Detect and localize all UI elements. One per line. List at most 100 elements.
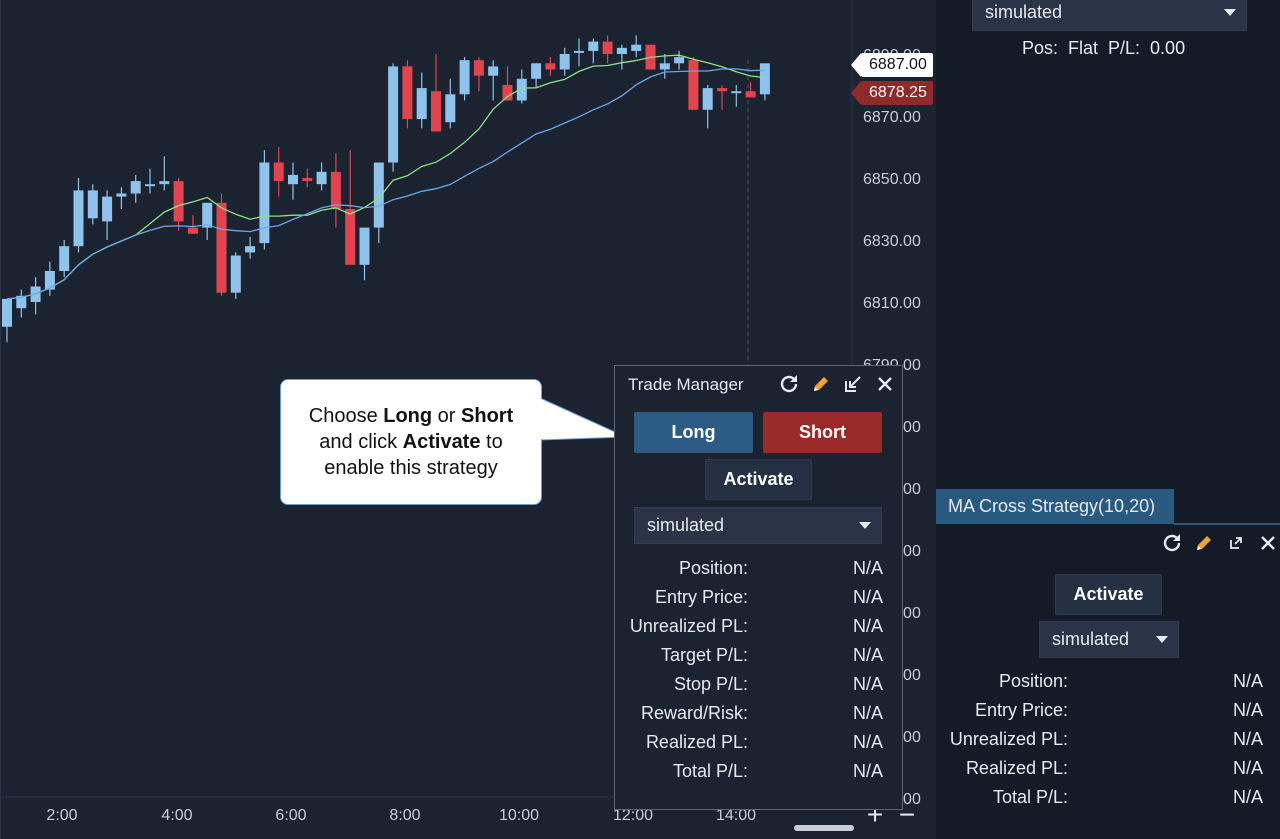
candle-body [102, 196, 113, 222]
strategy-account-select[interactable]: simulated [1039, 621, 1179, 658]
long-button[interactable]: Long [634, 412, 753, 453]
candle-body [59, 246, 70, 271]
time-axis-label: 10:00 [499, 807, 539, 824]
candle-body [373, 162, 384, 228]
tm-stat-label: Target P/L: [660, 645, 748, 665]
candle-body [288, 174, 298, 185]
candle-body [130, 181, 141, 194]
account-select[interactable]: simulated [634, 507, 882, 544]
candle-body [216, 202, 227, 293]
strategy-stat-label: Entry Price: [974, 700, 1068, 720]
candle-body [702, 88, 713, 110]
bid-price-tag: 6878.25 [851, 81, 933, 105]
candle-body [631, 44, 642, 51]
candle-body [73, 190, 84, 247]
candle-body [388, 66, 399, 163]
candle-body [502, 85, 513, 101]
candle-body [230, 255, 241, 293]
strategy-stat-value: N/A [1233, 787, 1264, 807]
refresh-icon[interactable] [777, 372, 801, 396]
candle-body [717, 88, 727, 92]
close-icon[interactable] [873, 372, 897, 396]
price-axis-label: 6830.00 [863, 233, 921, 250]
candle-body [545, 63, 556, 70]
callout-line-3: enable this strategy [324, 457, 498, 479]
candle-body [759, 63, 770, 95]
slow-ma-line [6, 68, 765, 300]
candle-body [559, 54, 570, 70]
candle-body [459, 60, 470, 95]
candle-body [731, 91, 742, 94]
candle-body [145, 184, 155, 187]
strategy-refresh-icon[interactable] [1160, 531, 1184, 555]
tm-stat-value: N/A [853, 645, 884, 665]
candle-body [245, 246, 256, 253]
time-axis-label: 6:00 [275, 807, 306, 824]
tm-stat-label: Unrealized PL: [629, 616, 748, 636]
strategy-stat-value: N/A [1233, 729, 1264, 749]
strategy-close-icon[interactable] [1256, 531, 1280, 555]
candle-body [416, 88, 427, 120]
last-price-tag: 6887.00 [851, 53, 933, 77]
position-summary: Pos: Flat P/L: 0.00 [1022, 38, 1186, 58]
candle-body [531, 63, 542, 79]
candle-body [574, 50, 584, 53]
activate-button[interactable]: Activate [705, 459, 812, 500]
pencil-icon[interactable] [809, 372, 833, 396]
candle-body [316, 171, 327, 185]
candle-body [588, 41, 599, 51]
strategy-activate-button[interactable]: Activate [1055, 574, 1162, 615]
right-sidebar: simulated Pos: Flat P/L: 0.00 MA Cross S… [936, 0, 1280, 839]
instruction-callout: Choose Long or Short and click Activate … [280, 379, 542, 505]
callout-line-1: Choose Long or Short [308, 405, 514, 427]
candle-body [445, 94, 456, 123]
short-button[interactable]: Short [763, 412, 882, 453]
tab-ma-cross-strategy[interactable]: MA Cross Strategy(10,20) [936, 489, 1174, 524]
candle-body [16, 295, 27, 309]
tm-stat-value: N/A [853, 587, 884, 607]
strategy-popout-icon[interactable] [1224, 531, 1248, 555]
strategy-stat-value: N/A [1233, 700, 1264, 720]
trade-manager-title: Trade Manager [628, 375, 744, 394]
candle-body [273, 162, 284, 182]
time-axis-label: 2:00 [46, 807, 77, 824]
candle-body [345, 209, 356, 265]
candle-body [516, 78, 527, 101]
horizontal-scrollbar[interactable] [794, 825, 854, 831]
candle-body [173, 181, 184, 222]
top-account-select-value: simulated [985, 2, 1063, 22]
strategy-stat-value: N/A [1233, 671, 1264, 691]
account-select-value: simulated [647, 515, 725, 535]
price-axis-label: 6870.00 [863, 109, 921, 126]
popout-icon[interactable] [841, 372, 865, 396]
strategy-stat-label: Position: [998, 671, 1068, 691]
time-axis-label: 12:00 [613, 807, 653, 824]
callout-line-2: and click Activate to [319, 431, 503, 453]
top-account-select[interactable]: simulated [972, 0, 1247, 31]
tm-stat-label: Total P/L: [672, 761, 748, 781]
tm-stat-value: N/A [853, 558, 884, 578]
price-axis-label: 6810.00 [863, 295, 921, 312]
chevron-down-icon [1224, 9, 1236, 16]
tab-underline [1174, 523, 1280, 525]
tm-stat-value: N/A [853, 732, 884, 752]
tm-stat-value: N/A [853, 616, 884, 636]
candle-body [431, 91, 441, 132]
candle-body [187, 227, 198, 234]
candle-body [745, 91, 756, 98]
candle-body [688, 60, 699, 110]
candle-body [87, 190, 98, 219]
tm-stat-label: Entry Price: [654, 587, 748, 607]
strategy-pencil-icon[interactable] [1192, 531, 1216, 555]
candle-body [488, 66, 499, 76]
callout-tail-joint [539, 399, 542, 439]
candle-body [202, 202, 213, 228]
strategy-stat-label: Realized PL: [965, 758, 1068, 778]
tm-stat-label: Reward/Risk: [640, 703, 748, 723]
tm-stat-value: N/A [853, 674, 884, 694]
tm-stat-value: N/A [853, 761, 884, 781]
candle-body [302, 178, 313, 182]
price-axis-label: 6850.00 [863, 171, 921, 188]
chevron-down-icon [1156, 636, 1168, 643]
